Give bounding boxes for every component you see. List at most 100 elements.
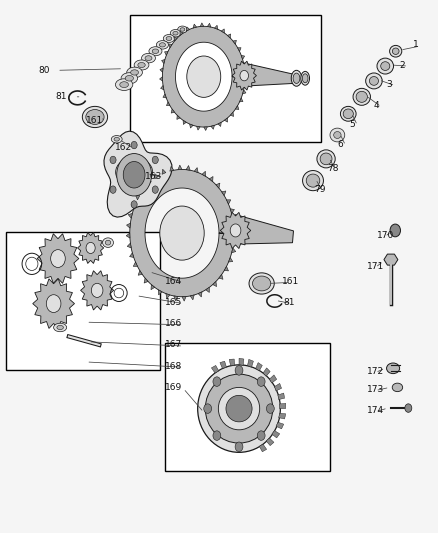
Polygon shape bbox=[211, 125, 215, 130]
Ellipse shape bbox=[134, 60, 149, 70]
Polygon shape bbox=[162, 169, 166, 174]
Polygon shape bbox=[209, 176, 213, 182]
Polygon shape bbox=[186, 27, 190, 31]
Polygon shape bbox=[216, 183, 220, 188]
Polygon shape bbox=[169, 44, 172, 48]
Ellipse shape bbox=[156, 41, 169, 49]
Text: 80: 80 bbox=[39, 66, 50, 75]
Text: 79: 79 bbox=[314, 185, 325, 194]
Polygon shape bbox=[182, 296, 186, 301]
Ellipse shape bbox=[387, 363, 399, 374]
Polygon shape bbox=[222, 191, 226, 196]
Polygon shape bbox=[219, 274, 223, 279]
Circle shape bbox=[240, 70, 248, 81]
Ellipse shape bbox=[291, 70, 302, 86]
Circle shape bbox=[51, 249, 65, 268]
Circle shape bbox=[86, 243, 95, 254]
Ellipse shape bbox=[205, 374, 273, 443]
Text: 6: 6 bbox=[337, 140, 343, 149]
Text: 169: 169 bbox=[165, 383, 182, 392]
Polygon shape bbox=[207, 23, 211, 27]
Polygon shape bbox=[193, 24, 197, 28]
Circle shape bbox=[257, 377, 265, 386]
Text: 165: 165 bbox=[165, 298, 182, 307]
Ellipse shape bbox=[306, 174, 320, 187]
Polygon shape bbox=[245, 72, 248, 77]
Ellipse shape bbox=[340, 107, 356, 121]
Ellipse shape bbox=[163, 35, 175, 43]
Polygon shape bbox=[190, 124, 193, 128]
Text: 164: 164 bbox=[165, 277, 182, 286]
Circle shape bbox=[405, 404, 412, 413]
Text: 173: 173 bbox=[367, 385, 384, 394]
Polygon shape bbox=[232, 248, 236, 253]
Ellipse shape bbox=[114, 138, 120, 141]
Polygon shape bbox=[104, 131, 172, 217]
Polygon shape bbox=[135, 195, 140, 200]
Bar bbox=[130, 14, 321, 142]
Polygon shape bbox=[276, 422, 284, 429]
Polygon shape bbox=[194, 167, 198, 173]
Text: 166: 166 bbox=[165, 319, 182, 328]
Polygon shape bbox=[384, 254, 398, 265]
Ellipse shape bbox=[381, 62, 390, 70]
Polygon shape bbox=[279, 413, 286, 419]
Ellipse shape bbox=[303, 171, 323, 191]
Text: 161: 161 bbox=[86, 116, 103, 125]
Ellipse shape bbox=[356, 91, 367, 102]
Polygon shape bbox=[278, 393, 285, 400]
Ellipse shape bbox=[317, 150, 335, 168]
Circle shape bbox=[235, 442, 243, 451]
Polygon shape bbox=[178, 165, 182, 169]
Polygon shape bbox=[226, 200, 231, 204]
Ellipse shape bbox=[138, 62, 145, 68]
Text: 78: 78 bbox=[327, 164, 339, 173]
Polygon shape bbox=[155, 174, 158, 179]
Circle shape bbox=[131, 141, 137, 149]
Text: 4: 4 bbox=[374, 101, 379, 110]
Circle shape bbox=[131, 201, 137, 208]
Polygon shape bbox=[151, 285, 155, 290]
Polygon shape bbox=[213, 281, 217, 287]
Ellipse shape bbox=[166, 37, 172, 41]
Polygon shape bbox=[159, 77, 162, 81]
Circle shape bbox=[204, 404, 212, 414]
Circle shape bbox=[46, 295, 61, 312]
Polygon shape bbox=[138, 270, 142, 275]
Polygon shape bbox=[33, 279, 74, 328]
Ellipse shape bbox=[141, 53, 155, 63]
Polygon shape bbox=[230, 209, 234, 213]
Text: 163: 163 bbox=[145, 172, 162, 181]
Polygon shape bbox=[81, 271, 114, 310]
Ellipse shape bbox=[82, 107, 108, 127]
Polygon shape bbox=[174, 37, 177, 41]
Polygon shape bbox=[166, 102, 170, 106]
Text: 1: 1 bbox=[413, 41, 418, 50]
Polygon shape bbox=[242, 63, 293, 86]
Ellipse shape bbox=[198, 365, 280, 453]
Polygon shape bbox=[162, 60, 165, 63]
Polygon shape bbox=[158, 290, 162, 295]
Polygon shape bbox=[244, 81, 247, 85]
Bar bbox=[165, 343, 330, 471]
Polygon shape bbox=[161, 85, 164, 90]
Ellipse shape bbox=[180, 28, 185, 31]
Text: 2: 2 bbox=[399, 61, 405, 69]
Polygon shape bbox=[279, 403, 286, 409]
Polygon shape bbox=[126, 233, 130, 238]
Ellipse shape bbox=[105, 240, 111, 245]
Ellipse shape bbox=[173, 31, 178, 35]
Circle shape bbox=[152, 186, 158, 193]
Circle shape bbox=[213, 377, 221, 386]
Polygon shape bbox=[177, 115, 180, 119]
Ellipse shape bbox=[88, 111, 102, 123]
Ellipse shape bbox=[178, 26, 187, 33]
Polygon shape bbox=[127, 243, 131, 248]
Text: 168: 168 bbox=[165, 362, 182, 370]
Circle shape bbox=[117, 154, 152, 196]
Ellipse shape bbox=[219, 387, 260, 430]
Ellipse shape bbox=[111, 135, 122, 143]
Polygon shape bbox=[240, 98, 243, 102]
Ellipse shape bbox=[226, 395, 252, 422]
Ellipse shape bbox=[254, 277, 269, 290]
